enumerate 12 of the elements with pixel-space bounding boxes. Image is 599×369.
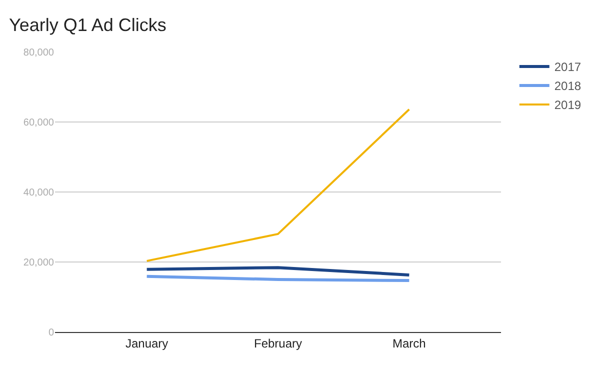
legend-label: 2018 <box>554 79 582 94</box>
x-tick-label: January <box>125 336 168 350</box>
legend-label: 2017 <box>554 60 582 74</box>
y-tick-label: 0 <box>48 328 54 338</box>
y-tick-label: 60,000 <box>23 118 54 128</box>
x-tick-label: February <box>254 336 302 350</box>
chart-title: Yearly Q1 Ad Clicks <box>8 15 166 36</box>
y-tick-label: 40,000 <box>23 188 54 198</box>
legend-label: 2019 <box>554 98 582 112</box>
y-tick-label: 80,000 <box>23 48 54 58</box>
x-tick-label: March <box>392 336 426 350</box>
y-tick-label: 20,000 <box>23 258 54 268</box>
